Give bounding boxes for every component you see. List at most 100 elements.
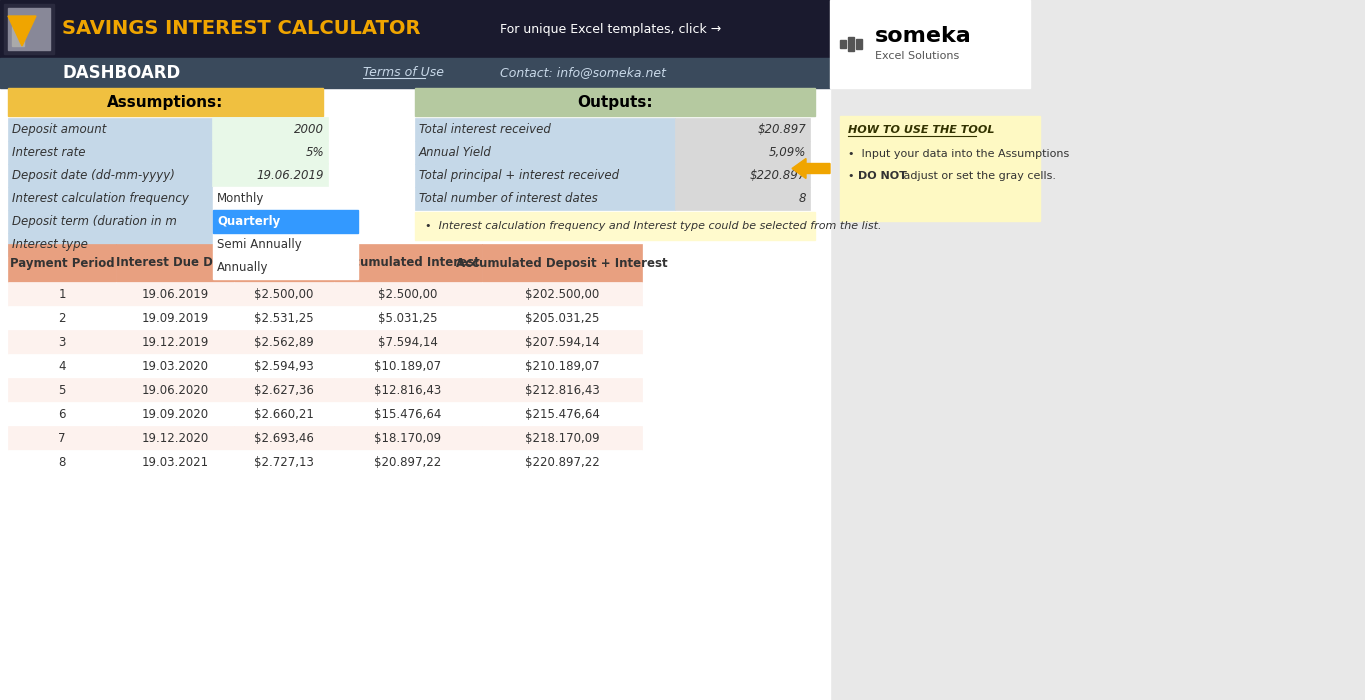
Text: $5.031,25: $5.031,25	[378, 312, 438, 325]
Bar	[848, 37, 854, 51]
Text: Payment Period: Payment Period	[10, 256, 115, 270]
Bar	[233, 282, 334, 306]
Bar	[8, 354, 116, 378]
Bar	[8, 306, 116, 330]
Text: Interest
Receivable: Interest Receivable	[248, 249, 319, 277]
Text: $205.031,25: $205.031,25	[524, 312, 599, 325]
Text: $220.897: $220.897	[749, 169, 805, 182]
Text: 4: 4	[59, 360, 66, 372]
Bar	[213, 233, 328, 256]
Text: $2.627,36: $2.627,36	[254, 384, 314, 396]
Bar	[233, 330, 334, 354]
Bar	[334, 282, 482, 306]
Text: •  Interest calculation frequency and Interest type could be selected from the l: • Interest calculation frequency and Int…	[425, 221, 882, 231]
Bar	[8, 210, 213, 233]
Text: 5%: 5%	[306, 146, 324, 159]
Text: Total principal + interest received: Total principal + interest received	[419, 169, 620, 182]
Text: $7.594,14: $7.594,14	[378, 335, 438, 349]
Bar	[415, 212, 815, 240]
Text: Interest type: Interest type	[12, 238, 87, 251]
Text: $202.500,00: $202.500,00	[526, 288, 599, 300]
Bar	[116, 426, 233, 450]
Text: Total number of interest dates: Total number of interest dates	[419, 192, 598, 205]
Bar	[482, 402, 642, 426]
Bar	[334, 402, 482, 426]
Text: $20.897: $20.897	[758, 123, 805, 136]
Text: 19.09.2019: 19.09.2019	[142, 312, 209, 325]
Bar	[8, 244, 116, 282]
Text: Semi Annually: Semi Annually	[217, 238, 302, 251]
Text: Terms of Use: Terms of Use	[363, 66, 444, 80]
Bar	[213, 164, 328, 187]
FancyArrow shape	[792, 158, 830, 178]
Bar	[116, 378, 233, 402]
Text: $2.693,46: $2.693,46	[254, 431, 314, 444]
Text: •  Input your data into the Assumptions: • Input your data into the Assumptions	[848, 149, 1069, 159]
Bar	[0, 88, 830, 700]
Bar	[482, 306, 642, 330]
Bar	[4, 4, 55, 54]
Bar	[334, 378, 482, 402]
Text: Accumulated Interest: Accumulated Interest	[337, 256, 479, 270]
Text: DASHBOARD: DASHBOARD	[61, 64, 180, 82]
Text: 2: 2	[59, 312, 66, 325]
Bar	[482, 244, 642, 282]
Bar	[8, 330, 116, 354]
Bar	[0, 0, 830, 58]
Bar	[8, 118, 213, 141]
Text: 6: 6	[59, 407, 66, 421]
Bar	[213, 141, 328, 164]
Bar	[213, 210, 328, 233]
Bar	[334, 354, 482, 378]
Bar	[116, 450, 233, 474]
Bar	[116, 244, 233, 282]
Text: Contact: info@someka.net: Contact: info@someka.net	[500, 66, 666, 80]
Bar	[213, 187, 358, 279]
Text: 19.12.2019: 19.12.2019	[142, 335, 209, 349]
Bar	[8, 426, 116, 450]
Text: Interest calculation frequency: Interest calculation frequency	[12, 192, 188, 205]
Text: $2.531,25: $2.531,25	[254, 312, 314, 325]
Bar	[415, 164, 676, 187]
Bar	[12, 26, 25, 46]
Text: 19.09.2020: 19.09.2020	[142, 407, 209, 421]
Text: $220.897,22: $220.897,22	[524, 456, 599, 468]
Text: Assumptions:: Assumptions:	[108, 94, 224, 109]
Bar	[676, 118, 809, 141]
Polygon shape	[8, 16, 35, 46]
Bar	[213, 118, 328, 141]
Text: 2000: 2000	[293, 123, 324, 136]
Text: Quarterly ▾: Quarterly ▾	[247, 192, 313, 205]
Bar	[676, 164, 809, 187]
Bar	[116, 354, 233, 378]
Text: 19.06.2019: 19.06.2019	[142, 288, 209, 300]
Text: $18.170,09: $18.170,09	[374, 431, 441, 444]
Bar	[415, 141, 676, 164]
Bar	[233, 426, 334, 450]
Bar	[334, 426, 482, 450]
Text: adjust or set the gray cells.: adjust or set the gray cells.	[900, 171, 1057, 181]
Text: $12.816,43: $12.816,43	[374, 384, 442, 396]
Bar	[116, 330, 233, 354]
Text: Interest Due Date: Interest Due Date	[116, 256, 235, 270]
Text: Total interest received: Total interest received	[419, 123, 551, 136]
Text: Monthly: Monthly	[217, 192, 265, 205]
Text: Quarterly: Quarterly	[217, 215, 280, 228]
Bar	[482, 450, 642, 474]
Bar	[482, 426, 642, 450]
Text: 19.12.2020: 19.12.2020	[142, 431, 209, 444]
Bar	[233, 402, 334, 426]
Bar	[482, 354, 642, 378]
Text: $207.594,14: $207.594,14	[524, 335, 599, 349]
Bar	[830, 0, 1031, 88]
Text: $2.594,93: $2.594,93	[254, 360, 314, 372]
Bar	[8, 450, 116, 474]
Text: $2.727,13: $2.727,13	[254, 456, 314, 468]
Bar	[116, 402, 233, 426]
Text: Outputs:: Outputs:	[577, 94, 652, 109]
Text: Accumulated Deposit + Interest: Accumulated Deposit + Interest	[456, 256, 667, 270]
Bar	[334, 330, 482, 354]
Bar	[116, 282, 233, 306]
Bar	[839, 40, 846, 48]
Bar	[856, 39, 863, 49]
